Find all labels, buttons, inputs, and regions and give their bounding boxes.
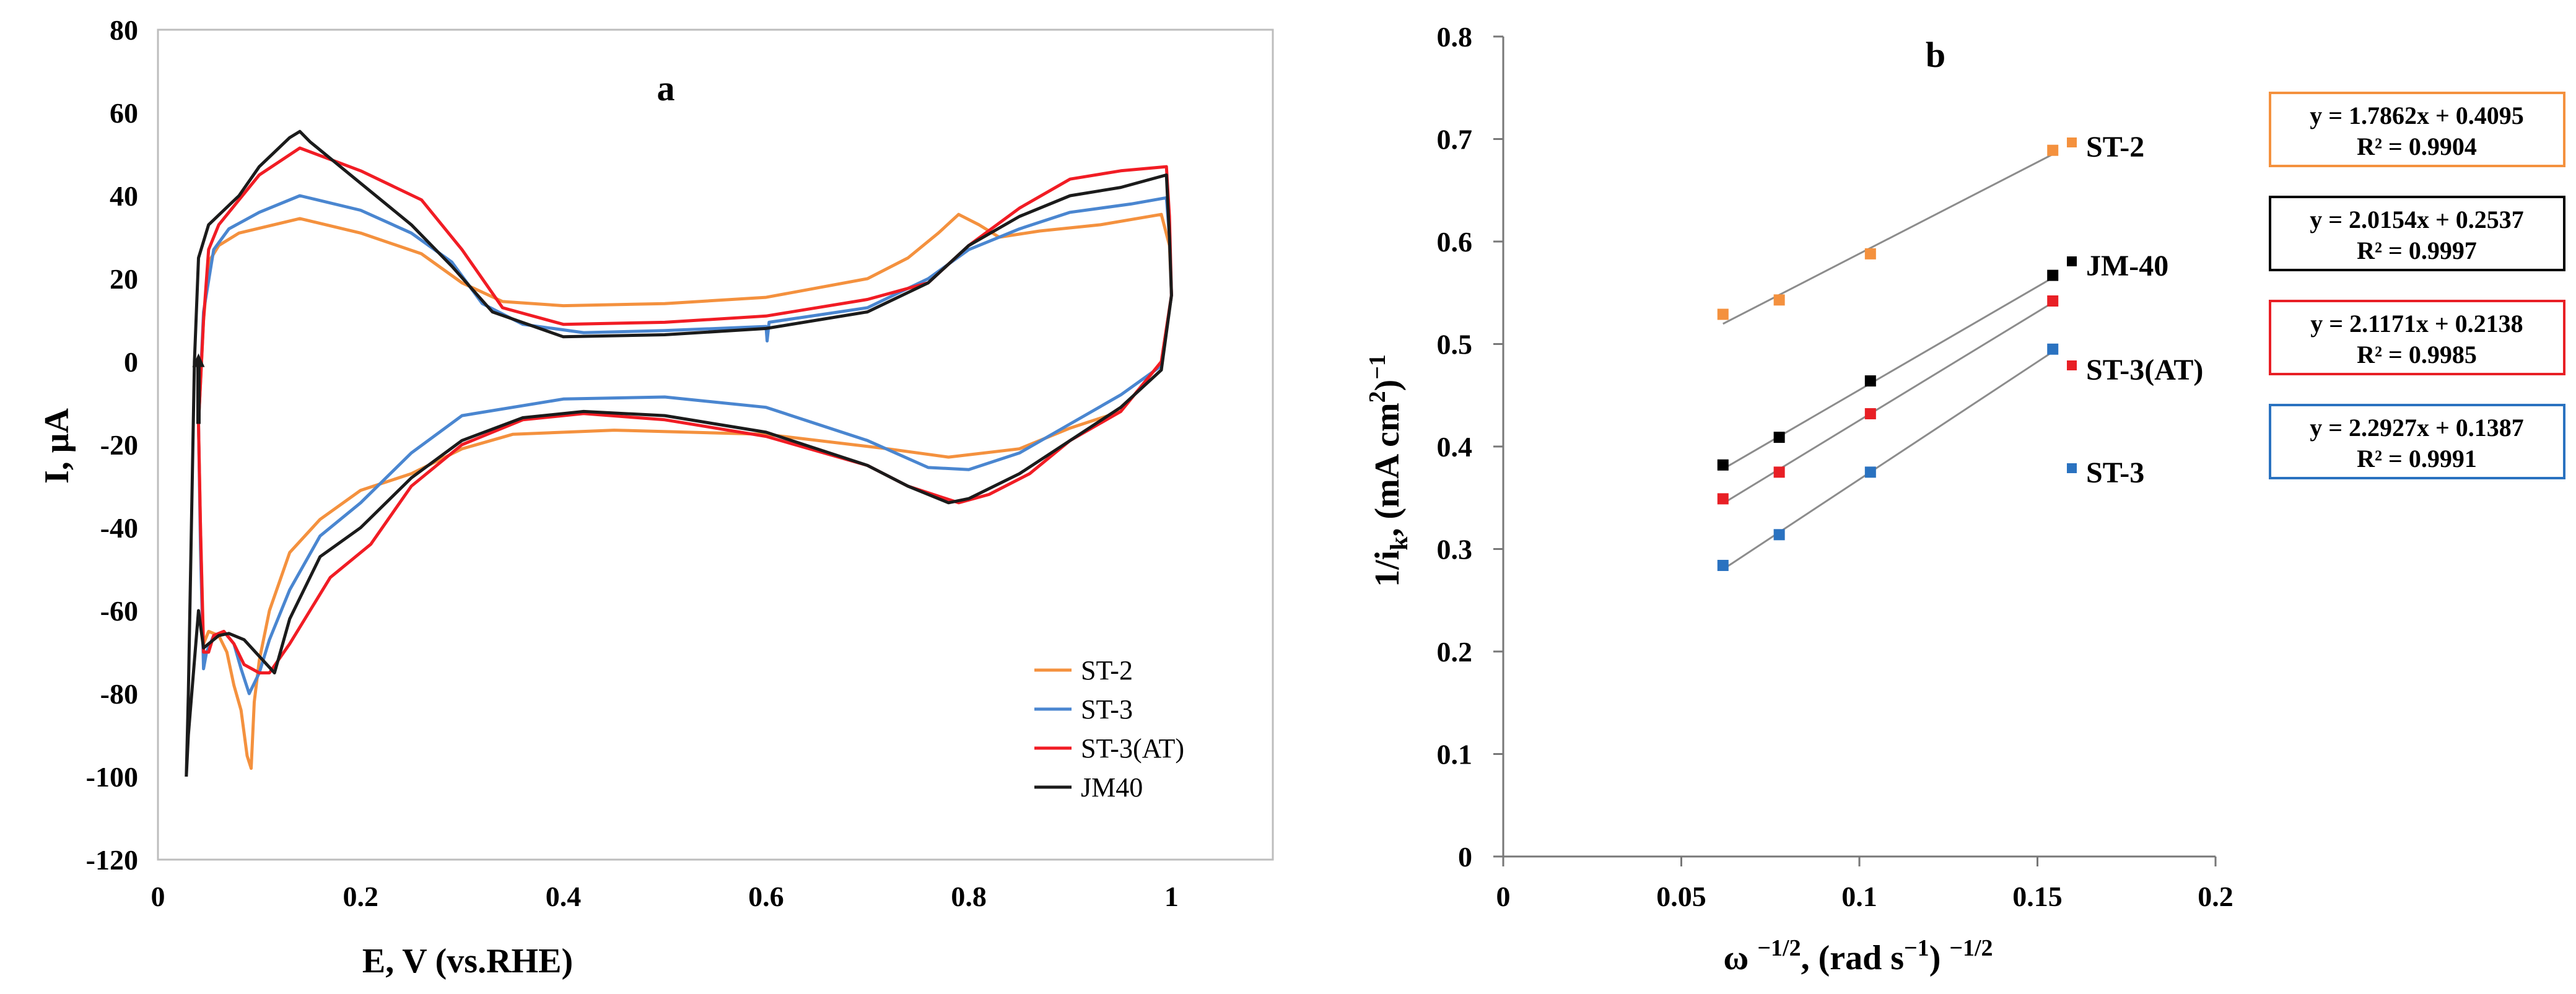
- kl-x-tick-label: 0: [1496, 881, 1511, 912]
- kl-point-st-3: [1773, 529, 1785, 541]
- kl-y-tick-label: 0.1: [1437, 739, 1473, 770]
- cv-series-group: [185, 129, 1173, 777]
- kl-trendline-jm-40: [1722, 277, 2053, 470]
- cv-legend-label: ST-3: [1081, 694, 1133, 725]
- kl-y-tick-label: 0.2: [1437, 636, 1473, 668]
- kl-x-title-omega: ω: [1723, 939, 1757, 977]
- kl-y-tick-label: 0.4: [1437, 431, 1473, 463]
- kl-point-jm-40: [1864, 375, 1876, 387]
- kl-trendline-st-3-at-: [1722, 302, 2054, 505]
- kl-series-name: ST-3(AT): [2086, 354, 2203, 386]
- kl-y-axis-title: 1/ik, (mA cm2)−1: [1364, 354, 1413, 587]
- kl-point-st-2: [1864, 248, 1876, 259]
- kl-equation-text: y = 1.7862x + 0.4095: [2310, 102, 2524, 129]
- cv-x-tick-label: 0: [151, 881, 165, 912]
- cv-x-tick-label: 0.8: [951, 881, 987, 912]
- kl-x-tick-label: 0.15: [2012, 881, 2063, 912]
- cv-legend-label: ST-3(AT): [1081, 733, 1184, 764]
- kl-y-tick-label: 0.6: [1437, 226, 1473, 258]
- cv-y-tick-label: 40: [110, 180, 138, 212]
- kl-point-st-3-at-: [1717, 493, 1729, 505]
- kl-y-tick-label: 0: [1458, 841, 1472, 873]
- cv-y-tick-label: -60: [100, 595, 138, 627]
- kl-label-marker: [2067, 360, 2077, 370]
- kl-trendline-st-2: [1722, 153, 2053, 325]
- cv-legend-label: JM40: [1081, 772, 1143, 803]
- kl-series-labels: ST-2 y = 1.7862x + 0.4095 R² = 0.9904 JM-40…: [2067, 92, 2565, 489]
- cv-y-tick-label: -80: [100, 678, 138, 710]
- cv-scan-arrow-head: [192, 353, 205, 367]
- kl-label-marker: [2067, 463, 2077, 473]
- cv-y-tick-label: 80: [110, 14, 138, 46]
- kl-point-st-2: [1773, 294, 1785, 306]
- kl-series-group: [1717, 144, 2059, 571]
- kl-label-marker: [2067, 256, 2077, 266]
- cv-y-tick-label: -100: [86, 761, 138, 793]
- cv-x-tick-label: 0.4: [546, 881, 582, 912]
- cv-y-tick-label: -40: [100, 512, 138, 544]
- kl-point-jm-40: [1773, 432, 1785, 443]
- kl-label-marker: [2067, 137, 2077, 147]
- kl-series-name: ST-3: [2086, 456, 2144, 489]
- cv-x-tick-label: 0.6: [748, 881, 784, 912]
- cv-axes: -120 -100 -80 -60 -40 -20 0 20 40 60 80 0 0.2 0.4 0.6 0…: [86, 14, 1179, 912]
- cv-y-tick-label: 20: [110, 263, 138, 295]
- kl-x-axis-title: ω −1/2, (rad s−1) −1/2: [1723, 935, 1993, 977]
- cv-series-line-st-3-at-: [197, 146, 1173, 674]
- kl-point-st-3-at-: [2047, 295, 2059, 307]
- kl-equation-text: y = 2.1171x + 0.2138: [2310, 310, 2523, 338]
- cv-y-tick-label: 60: [110, 97, 138, 129]
- cv-legend-label: ST-2: [1081, 655, 1133, 686]
- kl-equation-text: y = 2.2927x + 0.1387: [2310, 414, 2524, 442]
- kl-point-jm-40: [1717, 459, 1729, 471]
- kl-point-st-2: [2047, 144, 2059, 156]
- cv-x-tick-label: 1: [1164, 881, 1179, 912]
- cv-legend: ST-2 ST-3 ST-3(AT) JM40: [1034, 655, 1184, 803]
- cv-series-line-jm40: [185, 129, 1173, 777]
- cv-y-axis-title: I, μA: [38, 408, 76, 484]
- cv-y-tick-label: -20: [100, 429, 138, 461]
- cv-panel-label: a: [657, 68, 675, 108]
- kl-equation-box: [2269, 300, 2565, 375]
- kl-series-name: ST-2: [2086, 131, 2144, 163]
- kl-x-tick-label: 0.2: [2198, 881, 2233, 912]
- kl-y-tick-label: 0.5: [1437, 329, 1473, 360]
- kl-point-st-3-at-: [1864, 408, 1876, 420]
- koutecky-levich-chart: 0 0.1 0.2 0.3 0.4 0.5 0.6 0.7 0.8 0 0.05 0.1 0.15 0.2…: [1364, 21, 2565, 977]
- kl-point-jm-40: [2047, 269, 2059, 281]
- kl-r-squared-text: R² = 0.9997: [2357, 237, 2477, 264]
- kl-x-tick-label: 0.1: [1841, 881, 1877, 912]
- cv-y-tick-label: 0: [124, 346, 138, 378]
- kl-x-tick-label: 0.05: [1656, 881, 1706, 912]
- kl-y-tick-label: 0.7: [1437, 124, 1473, 155]
- kl-equation-box: [2269, 404, 2565, 479]
- kl-r-squared-text: R² = 0.9985: [2357, 341, 2477, 368]
- kl-point-st-3: [2047, 343, 2059, 355]
- kl-r-squared-text: R² = 0.9991: [2357, 445, 2477, 473]
- kl-y-tick-label: 0.3: [1437, 534, 1473, 565]
- kl-panel-label: b: [1926, 35, 1945, 75]
- kl-y-tick-label: 0.8: [1437, 21, 1473, 53]
- cv-x-tick-label: 0.2: [343, 881, 379, 912]
- kl-r-squared-text: R² = 0.9904: [2357, 133, 2477, 160]
- kl-point-st-2: [1717, 308, 1729, 320]
- kl-point-st-3: [1864, 466, 1876, 478]
- cv-y-tick-label: -120: [86, 844, 138, 876]
- kl-equation-box: [2269, 196, 2565, 271]
- kl-point-st-3: [1717, 559, 1729, 571]
- kl-trendline-st-3: [1722, 351, 2054, 570]
- kl-equation-text: y = 2.0154x + 0.2537: [2310, 206, 2524, 233]
- cv-chart: -120 -100 -80 -60 -40 -20 0 20 40 60 80 0 0.2 0.4 0.6 0…: [38, 14, 1274, 980]
- kl-equation-box: [2269, 92, 2565, 167]
- kl-axes: 0 0.1 0.2 0.3 0.4 0.5 0.6 0.7 0.8 0 0.05 0.1 0.15 0.2: [1437, 21, 2233, 912]
- cv-x-axis-title: E, V (vs.RHE): [362, 942, 573, 980]
- kl-series-name: JM-40: [2086, 250, 2168, 282]
- kl-point-st-3-at-: [1773, 466, 1785, 478]
